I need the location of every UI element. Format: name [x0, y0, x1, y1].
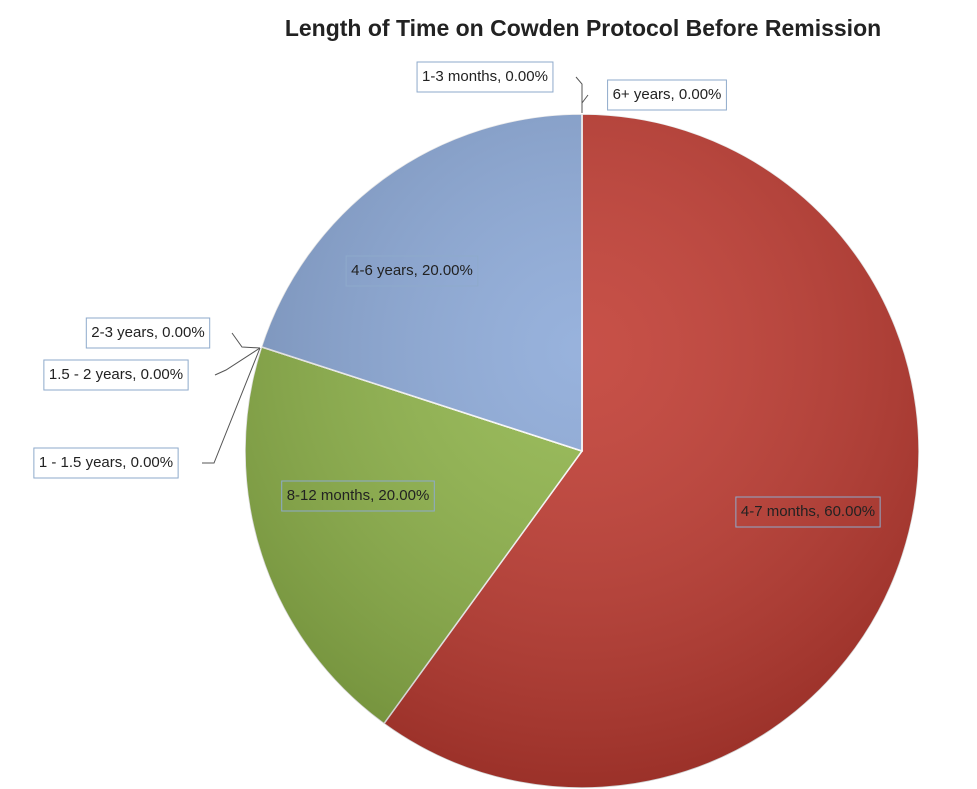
- label-box: [33, 447, 179, 479]
- label-box: [43, 359, 189, 391]
- data-label: 8-12 months, 20.00%: [287, 487, 430, 504]
- leader-line: [202, 347, 261, 464]
- chart-title: Length of Time on Cowden Protocol Before…: [285, 15, 881, 41]
- leader-line: [214, 347, 261, 376]
- data-label: 2-3 years, 0.00%: [91, 324, 204, 341]
- label-box: [735, 496, 881, 528]
- label-box: [607, 79, 727, 111]
- data-label: 6+ years, 0.00%: [613, 86, 722, 103]
- data-label: 4-7 months, 60.00%: [741, 503, 875, 520]
- label-box: [416, 61, 554, 93]
- label-box: [85, 317, 211, 349]
- leader-line: [581, 94, 589, 113]
- data-label: 4-6 years, 20.00%: [351, 262, 473, 279]
- label-box: [281, 480, 435, 512]
- data-label: 1.5 - 2 years, 0.00%: [49, 366, 183, 383]
- label-box: [345, 255, 479, 287]
- data-label: 1-3 months, 0.00%: [422, 68, 548, 85]
- data-label: 1 - 1.5 years, 0.00%: [39, 454, 173, 471]
- leader-line: [231, 332, 261, 349]
- leader-line: [575, 76, 583, 113]
